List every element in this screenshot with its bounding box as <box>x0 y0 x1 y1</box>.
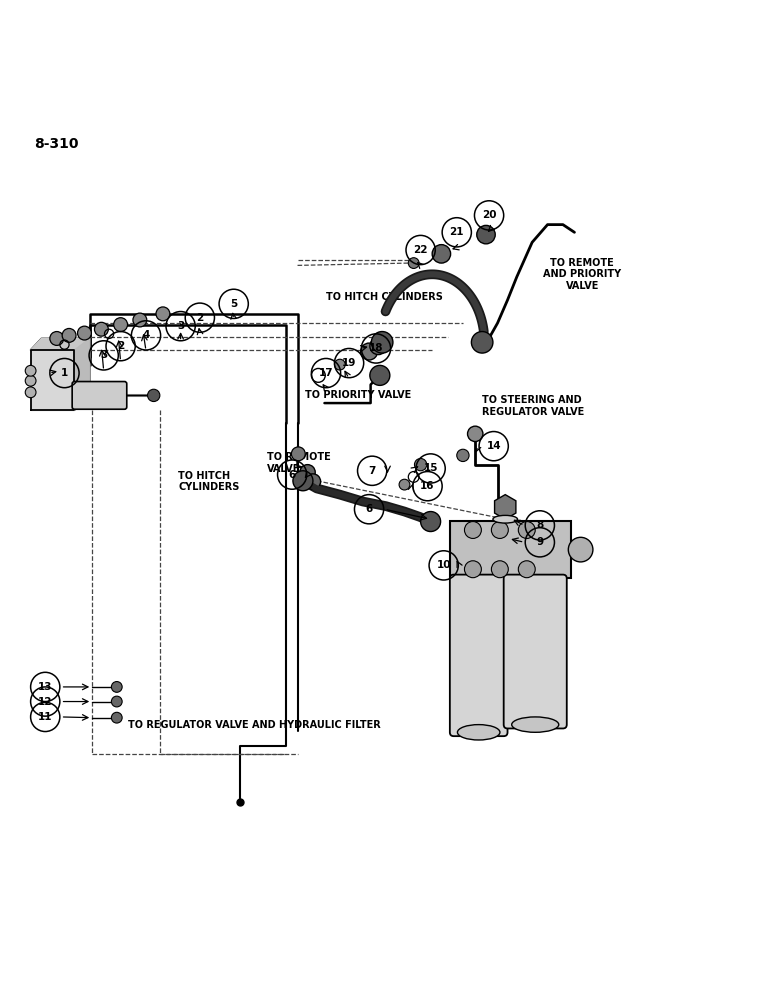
Circle shape <box>465 561 482 578</box>
Text: 14: 14 <box>486 441 501 451</box>
Circle shape <box>399 479 410 490</box>
Circle shape <box>111 682 122 692</box>
Text: 11: 11 <box>38 712 52 722</box>
Circle shape <box>518 522 535 538</box>
Ellipse shape <box>512 717 559 732</box>
FancyBboxPatch shape <box>503 575 567 728</box>
Circle shape <box>293 471 313 491</box>
Circle shape <box>334 359 345 370</box>
Polygon shape <box>31 350 74 410</box>
Circle shape <box>63 328 76 342</box>
Text: TO STEERING AND
REGULATOR VALVE: TO STEERING AND REGULATOR VALVE <box>482 395 584 417</box>
Text: TO HITCH CYLINDERS: TO HITCH CYLINDERS <box>326 292 443 302</box>
Circle shape <box>518 561 535 578</box>
Circle shape <box>492 561 508 578</box>
Text: 12: 12 <box>38 697 52 707</box>
Text: 10: 10 <box>436 560 451 570</box>
Text: 4: 4 <box>142 330 150 340</box>
Text: 1: 1 <box>61 368 68 378</box>
Text: TO REMOTE
AND PRIORITY
VALVE: TO REMOTE AND PRIORITY VALVE <box>543 258 621 291</box>
Circle shape <box>370 365 390 385</box>
Circle shape <box>94 322 108 336</box>
Circle shape <box>25 387 36 398</box>
Circle shape <box>113 318 127 332</box>
Circle shape <box>77 326 91 340</box>
Text: 21: 21 <box>449 227 464 237</box>
Text: 9: 9 <box>537 537 543 547</box>
FancyBboxPatch shape <box>450 521 571 578</box>
Circle shape <box>111 712 122 723</box>
Text: 3: 3 <box>177 321 185 331</box>
Text: 5: 5 <box>230 299 237 309</box>
Circle shape <box>156 307 170 321</box>
Circle shape <box>300 465 315 480</box>
Text: TO HITCH
CYLINDERS: TO HITCH CYLINDERS <box>178 471 239 492</box>
Text: 20: 20 <box>482 210 496 220</box>
Text: TO REGULATOR VALVE AND HYDRAULIC FILTER: TO REGULATOR VALVE AND HYDRAULIC FILTER <box>128 720 381 730</box>
Text: 17: 17 <box>319 368 334 378</box>
FancyBboxPatch shape <box>72 382 127 409</box>
Text: 2: 2 <box>117 341 124 351</box>
Circle shape <box>457 449 469 462</box>
Text: 7: 7 <box>368 466 376 476</box>
Circle shape <box>432 245 451 263</box>
Circle shape <box>568 537 593 562</box>
Text: 15: 15 <box>423 463 438 473</box>
Text: 3: 3 <box>100 350 107 360</box>
Polygon shape <box>31 338 90 350</box>
Circle shape <box>147 389 160 402</box>
Text: 8: 8 <box>537 520 543 530</box>
Circle shape <box>421 512 441 532</box>
Ellipse shape <box>493 515 517 523</box>
Text: 19: 19 <box>342 358 356 368</box>
Circle shape <box>477 225 495 244</box>
Circle shape <box>361 343 378 360</box>
Circle shape <box>370 338 387 355</box>
Text: 18: 18 <box>369 343 383 353</box>
Circle shape <box>133 313 147 327</box>
Text: 2: 2 <box>196 313 204 323</box>
Circle shape <box>50 332 64 345</box>
Text: 22: 22 <box>413 245 428 255</box>
Circle shape <box>468 426 483 442</box>
Text: 6: 6 <box>365 504 373 514</box>
Text: 16: 16 <box>420 481 435 491</box>
Circle shape <box>371 332 393 353</box>
Text: TO REMOTE
VALVE: TO REMOTE VALVE <box>267 452 330 474</box>
Circle shape <box>111 696 122 707</box>
Text: TO PRIORITY VALVE: TO PRIORITY VALVE <box>305 390 411 400</box>
Circle shape <box>291 447 305 461</box>
Circle shape <box>408 258 419 268</box>
Circle shape <box>472 332 493 353</box>
Ellipse shape <box>458 725 500 740</box>
Circle shape <box>465 522 482 538</box>
Polygon shape <box>74 338 90 410</box>
Circle shape <box>25 365 36 376</box>
Circle shape <box>25 375 36 386</box>
Text: 6: 6 <box>289 470 296 480</box>
Text: 8-310: 8-310 <box>34 137 78 151</box>
Text: 13: 13 <box>38 682 52 692</box>
Circle shape <box>415 458 427 471</box>
Circle shape <box>305 474 320 489</box>
FancyBboxPatch shape <box>450 575 507 736</box>
Circle shape <box>492 522 508 538</box>
